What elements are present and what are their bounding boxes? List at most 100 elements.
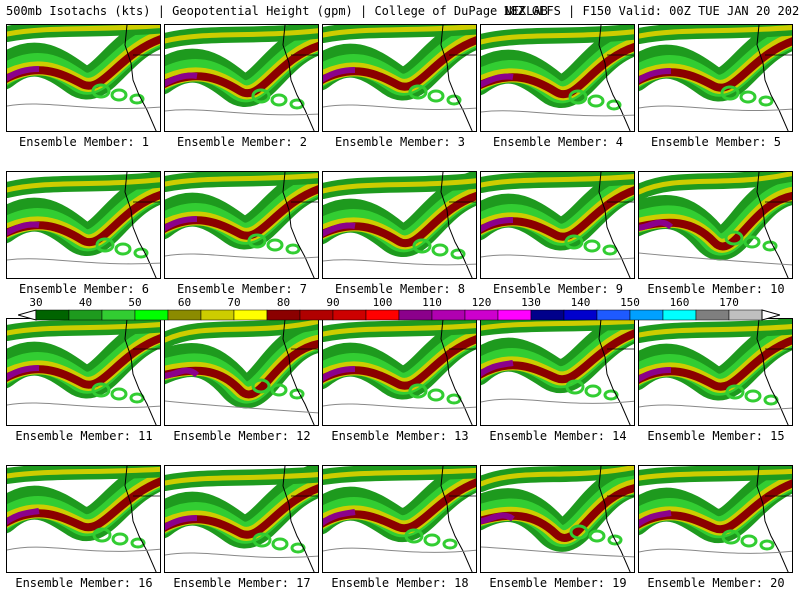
jet-core	[481, 360, 514, 378]
coastline	[124, 466, 157, 572]
ensemble-panel-3	[322, 24, 477, 132]
ensemble-panel-5	[638, 24, 793, 132]
isotach-blob	[251, 378, 271, 394]
coastline	[440, 319, 473, 425]
colorbar-tick-label: 80	[276, 296, 291, 309]
coastline	[440, 25, 473, 131]
isotach-blob	[129, 392, 145, 404]
isotach-blob	[740, 534, 758, 548]
isotach-blob	[587, 94, 605, 108]
jet-core	[165, 72, 198, 87]
isotach-blob	[423, 533, 441, 547]
height-contour	[323, 547, 476, 553]
jet-core	[639, 367, 672, 383]
ensemble-panel-4	[480, 24, 635, 132]
colorbar-tick-label: 30	[29, 296, 43, 309]
colorbar-tick-label: 170	[719, 296, 739, 309]
ensemble-panel-10	[638, 171, 793, 279]
height-contour	[323, 403, 476, 409]
jet-streak	[481, 319, 634, 331]
isotach-blob	[129, 93, 145, 105]
coastline	[124, 172, 157, 278]
jet-streak	[639, 324, 792, 338]
colorbar-swatch	[695, 309, 730, 321]
isotach-blob	[427, 89, 445, 103]
ensemble-panel-1	[6, 24, 161, 132]
coastline	[598, 172, 631, 278]
isotach-blob	[758, 95, 774, 107]
height-contour	[323, 104, 476, 110]
colorbar-left-arrow	[18, 309, 37, 321]
colorbar-swatch	[398, 309, 433, 321]
ensemble-panel-15	[638, 318, 793, 426]
isotach-blob	[450, 248, 466, 260]
isotach-blob	[427, 388, 445, 402]
height-contour	[165, 253, 318, 259]
jet-core	[323, 67, 356, 83]
colorbar-swatch	[629, 309, 664, 321]
jet-core	[323, 222, 356, 237]
colorbar-swatch	[728, 309, 763, 321]
isotach-blob	[583, 239, 601, 253]
isotach-blob	[584, 384, 602, 398]
isotach-blob	[252, 532, 272, 548]
ensemble-member-label: Ensemble Member: 5	[650, 135, 782, 149]
isotach-blob	[603, 389, 619, 401]
isotach-blob	[606, 99, 622, 111]
isotach-blob	[446, 94, 462, 106]
colorbar-tick-label: 160	[669, 296, 690, 309]
ensemble-member-label: Ensemble Member: 10	[647, 282, 785, 296]
colorbar-tick-label: 140	[570, 296, 591, 309]
ensemble-member-label: Ensemble Member: 2	[176, 135, 308, 149]
colorbar-swatch	[68, 309, 103, 321]
colorbar-tick-label: 150	[620, 296, 640, 309]
ensemble-panel-9	[480, 171, 635, 279]
jet-streak	[7, 322, 160, 336]
coastline	[282, 319, 315, 425]
ensemble-member-label: Ensemble Member: 20	[647, 576, 785, 590]
jet-streak	[323, 178, 476, 194]
ensemble-panel-14	[480, 318, 635, 426]
ensemble-member-label: Ensemble Member: 3	[334, 135, 466, 149]
jet-streak	[323, 25, 476, 38]
jet-core	[165, 216, 198, 232]
jet-core	[639, 219, 674, 231]
isotach-blob	[270, 383, 288, 397]
jet-core	[481, 217, 514, 233]
isotach-blob	[408, 383, 428, 399]
map-header: 500mb Isotachs (kts) | Geopotential Heig…	[0, 0, 800, 22]
colorbar-tick-label: 70	[227, 296, 241, 309]
jet-streak	[323, 323, 476, 337]
ensemble-member-label: Ensemble Member: 16	[15, 576, 153, 590]
ensemble-member-label: Ensemble Member: 19	[489, 576, 627, 590]
jet-streak	[7, 466, 160, 479]
coastline	[598, 25, 631, 131]
isotach-blob	[720, 85, 740, 101]
isotach-colorbar	[18, 309, 780, 321]
coastline	[598, 466, 631, 572]
isotach-blob	[271, 537, 289, 551]
coastline	[598, 319, 631, 425]
height-contour	[7, 402, 160, 408]
isotach-blob	[759, 539, 775, 551]
jet-core	[7, 66, 40, 82]
isotach-blob	[412, 238, 432, 254]
ensemble-panel-12	[164, 318, 319, 426]
height-contour	[7, 258, 160, 265]
isotach-blob	[564, 234, 584, 250]
isotach-blob	[602, 244, 618, 256]
ensemble-panel-16	[6, 465, 161, 573]
coastline	[756, 172, 789, 278]
height-contour	[639, 404, 792, 410]
colorbar-tick-label: 60	[177, 296, 192, 309]
jet-core	[323, 509, 356, 527]
jet-core	[165, 367, 200, 379]
ensemble-member-label: Ensemble Member: 18	[331, 576, 469, 590]
height-contour	[165, 552, 318, 558]
height-contour	[481, 398, 634, 404]
colorbar-swatch	[167, 309, 202, 321]
ensemble-panel-8	[322, 171, 477, 279]
jet-streak	[165, 28, 318, 44]
colorbar-swatch	[497, 309, 532, 321]
height-contour	[7, 103, 160, 109]
